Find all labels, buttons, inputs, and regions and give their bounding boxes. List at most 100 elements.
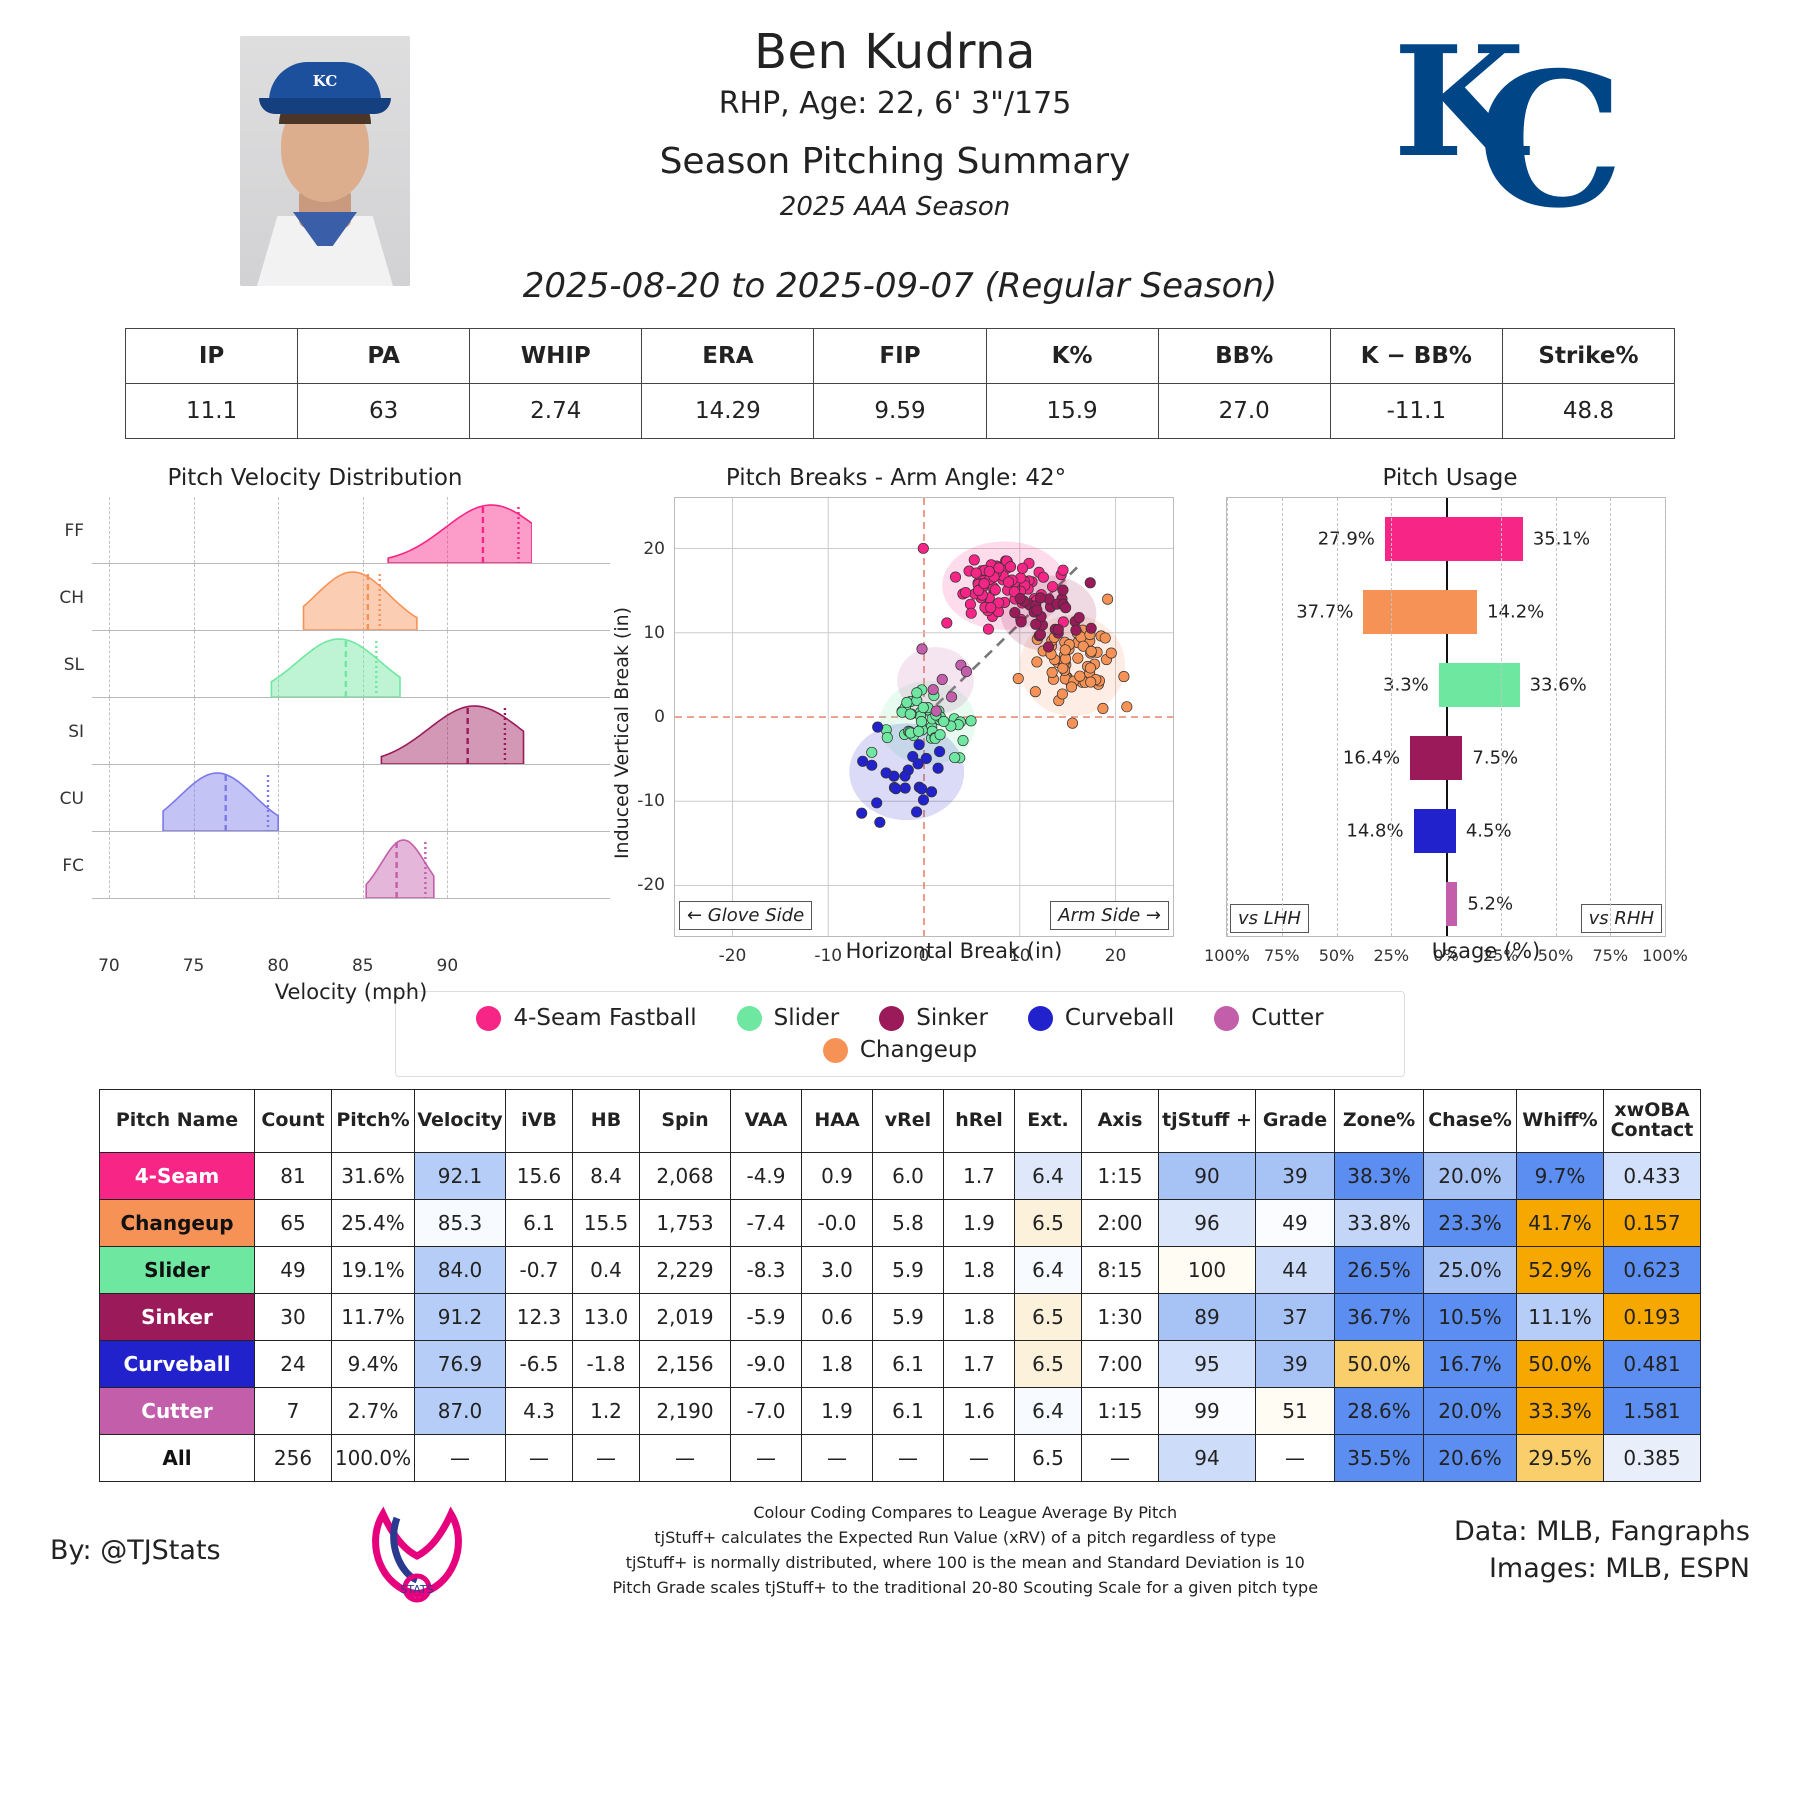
pitch-cell-14: 33.8%	[1334, 1198, 1424, 1247]
velocity-row-FC: FC	[62, 832, 610, 899]
pitch-cell-15: 23.3%	[1423, 1198, 1517, 1247]
breaks-xtick: 20	[1104, 946, 1127, 966]
pitch-header-13: tjStuff +	[1158, 1089, 1256, 1153]
svg-text:K: K	[1393, 30, 1530, 191]
pitch-header-7: VAA	[730, 1089, 802, 1153]
pitch-header-14: Grade	[1255, 1089, 1335, 1153]
date-range: 2025-08-20 to 2025-09-07 (Regular Season…	[522, 266, 1278, 306]
pitch-cell-1: 31.6%	[331, 1151, 415, 1200]
pitch-cell-4: 0.4	[572, 1245, 640, 1294]
pitch-cell-7: —	[801, 1433, 873, 1482]
legend-label: Slider	[773, 1005, 840, 1031]
pitch-header-1: Count	[254, 1089, 332, 1153]
summary-value-5: 15.9	[985, 383, 1159, 439]
pitch-cell-13: 44	[1255, 1245, 1335, 1294]
pitch-cell-6: -7.4	[730, 1198, 802, 1247]
usage-label-lhh-1: 37.7%	[1296, 601, 1354, 622]
pitch-header-12: Axis	[1081, 1089, 1159, 1153]
pitch-cell-10: 6.4	[1014, 1386, 1082, 1435]
velocity-distribution-chart: Pitch Velocity Distribution FF CH SL SI CU FC…	[20, 465, 610, 1004]
pitch-cell-17: 0.385	[1603, 1433, 1701, 1482]
pitch-header-9: vRel	[872, 1089, 944, 1153]
usage-xtick: 25%	[1373, 946, 1410, 965]
table-row: 4-Seam 81 31.6% 92.1 15.6 8.4 2,068 -4.9 0.9 6.0 1…	[99, 1151, 1701, 1200]
pitch-cell-13: —	[1255, 1433, 1335, 1482]
pitch-cell-15: 10.5%	[1423, 1292, 1517, 1341]
velocity-row-label: FF	[64, 521, 84, 541]
pitch-cell-9: 1.6	[943, 1386, 1015, 1435]
velocity-xtick: 85	[351, 956, 374, 976]
pitch-name-cell: All	[99, 1433, 255, 1482]
breaks-y-axis-label: Induced Vertical Break (in)	[611, 606, 633, 860]
velocity-row-SL: SL	[64, 631, 610, 698]
pitch-cell-4: -1.8	[572, 1339, 640, 1388]
pitch-cell-3: 15.6	[505, 1151, 573, 1200]
table-row: Sinker 30 11.7% 91.2 12.3 13.0 2,019 -5.9 0.6 5.9…	[99, 1292, 1701, 1341]
usage-label-rhh-4: 4.5%	[1465, 820, 1512, 841]
player-details: RHP, Age: 22, 6' 3"/175	[718, 85, 1072, 121]
pitch-cell-15: 16.7%	[1423, 1339, 1517, 1388]
usage-bar-lhh-0	[1384, 516, 1446, 561]
legend-label: Changeup	[859, 1037, 978, 1063]
pitch-cell-8: 6.0	[872, 1151, 944, 1200]
pitch-cell-12: 95	[1158, 1339, 1256, 1388]
pitch-cell-14: 35.5%	[1334, 1433, 1424, 1482]
pitch-name-cell: Sinker	[99, 1292, 255, 1341]
pitch-cell-16: 41.7%	[1516, 1198, 1604, 1247]
pitch-cell-11: —	[1081, 1433, 1159, 1482]
pitch-cell-6: -5.9	[730, 1292, 802, 1341]
legend-dot-icon	[1214, 1005, 1240, 1031]
summary-title: Season Pitching Summary	[659, 140, 1131, 182]
velocity-row-label: CU	[59, 789, 84, 809]
pitch-header-18: xwOBA Contact	[1603, 1089, 1701, 1153]
pitch-cell-12: 94	[1158, 1433, 1256, 1482]
legend-dot-icon	[1027, 1005, 1053, 1031]
title-block: Ben Kudrna RHP, Age: 22, 6' 3"/175 Seaso…	[410, 20, 1380, 222]
pitch-cell-15: 25.0%	[1423, 1245, 1517, 1294]
usage-bar-lhh-4	[1413, 808, 1446, 853]
pitch-name-cell: Cutter	[99, 1386, 255, 1435]
pitch-cell-0: 81	[254, 1151, 332, 1200]
pitch-cell-8: —	[872, 1433, 944, 1482]
pitch-cell-6: -8.3	[730, 1245, 802, 1294]
velocity-xtick: 90	[436, 956, 459, 976]
table-row: Curveball 24 9.4% 76.9 -6.5 -1.8 2,156 -9.0 1.8 6…	[99, 1339, 1701, 1388]
pitch-cell-10: 6.4	[1014, 1151, 1082, 1200]
pitch-usage-chart: Pitch Usage vs LHH vs RHH 27.9% 35.1% 37.7…	[1190, 465, 1710, 985]
pitch-cell-10: 6.5	[1014, 1433, 1082, 1482]
pitch-cell-16: 33.3%	[1516, 1386, 1604, 1435]
pitch-cell-9: 1.8	[943, 1292, 1015, 1341]
pitch-cell-13: 39	[1255, 1339, 1335, 1388]
pitch-name-cell: 4-Seam	[99, 1151, 255, 1200]
pitch-header-4: iVB	[505, 1089, 573, 1153]
pitch-cell-16: 50.0%	[1516, 1339, 1604, 1388]
pitch-cell-6: -7.0	[730, 1386, 802, 1435]
pitch-cell-17: 0.481	[1603, 1339, 1701, 1388]
pitch-cell-11: 7:00	[1081, 1339, 1159, 1388]
pitch-breaks-chart: Pitch Breaks - Arm Angle: 42° ← Glove Si…	[611, 465, 1176, 985]
summary-header-4: FIP	[813, 328, 987, 384]
pitch-cell-9: 1.9	[943, 1198, 1015, 1247]
usage-bar-lhh-1	[1363, 589, 1446, 634]
legend-dot-icon	[822, 1037, 848, 1063]
pitch-cell-16: 11.1%	[1516, 1292, 1604, 1341]
pitch-cell-10: 6.5	[1014, 1198, 1082, 1247]
pitch-cell-2: 85.3	[414, 1198, 506, 1247]
usage-xtick: 75%	[1592, 946, 1629, 965]
pitch-header-5: HB	[572, 1089, 640, 1153]
table-row: Cutter 7 2.7% 87.0 4.3 1.2 2,190 -7.0 1.9 6.1 1.6 6…	[99, 1386, 1701, 1435]
usage-x-axis-label: Usage (%)	[1431, 939, 1541, 963]
pitch-cell-12: 100	[1158, 1245, 1256, 1294]
pitch-cell-13: 49	[1255, 1198, 1335, 1247]
velocity-xtick: 80	[267, 956, 289, 976]
arm-side-label: Arm Side →	[1050, 901, 1169, 930]
pitch-header-3: Velocity	[414, 1089, 506, 1153]
pitch-cell-3: —	[505, 1433, 573, 1482]
summary-value-8: 48.8	[1501, 383, 1676, 439]
usage-label-lhh-2: 3.3%	[1383, 674, 1429, 695]
pitch-cell-7: 0.9	[801, 1151, 873, 1200]
pitch-cell-13: 39	[1255, 1151, 1335, 1200]
table-row: 11.1 63 2.74 14.29 9.59 15.9 27.0 -11.1 48.8	[124, 383, 1676, 439]
usage-label-lhh-4: 14.8%	[1346, 820, 1404, 841]
